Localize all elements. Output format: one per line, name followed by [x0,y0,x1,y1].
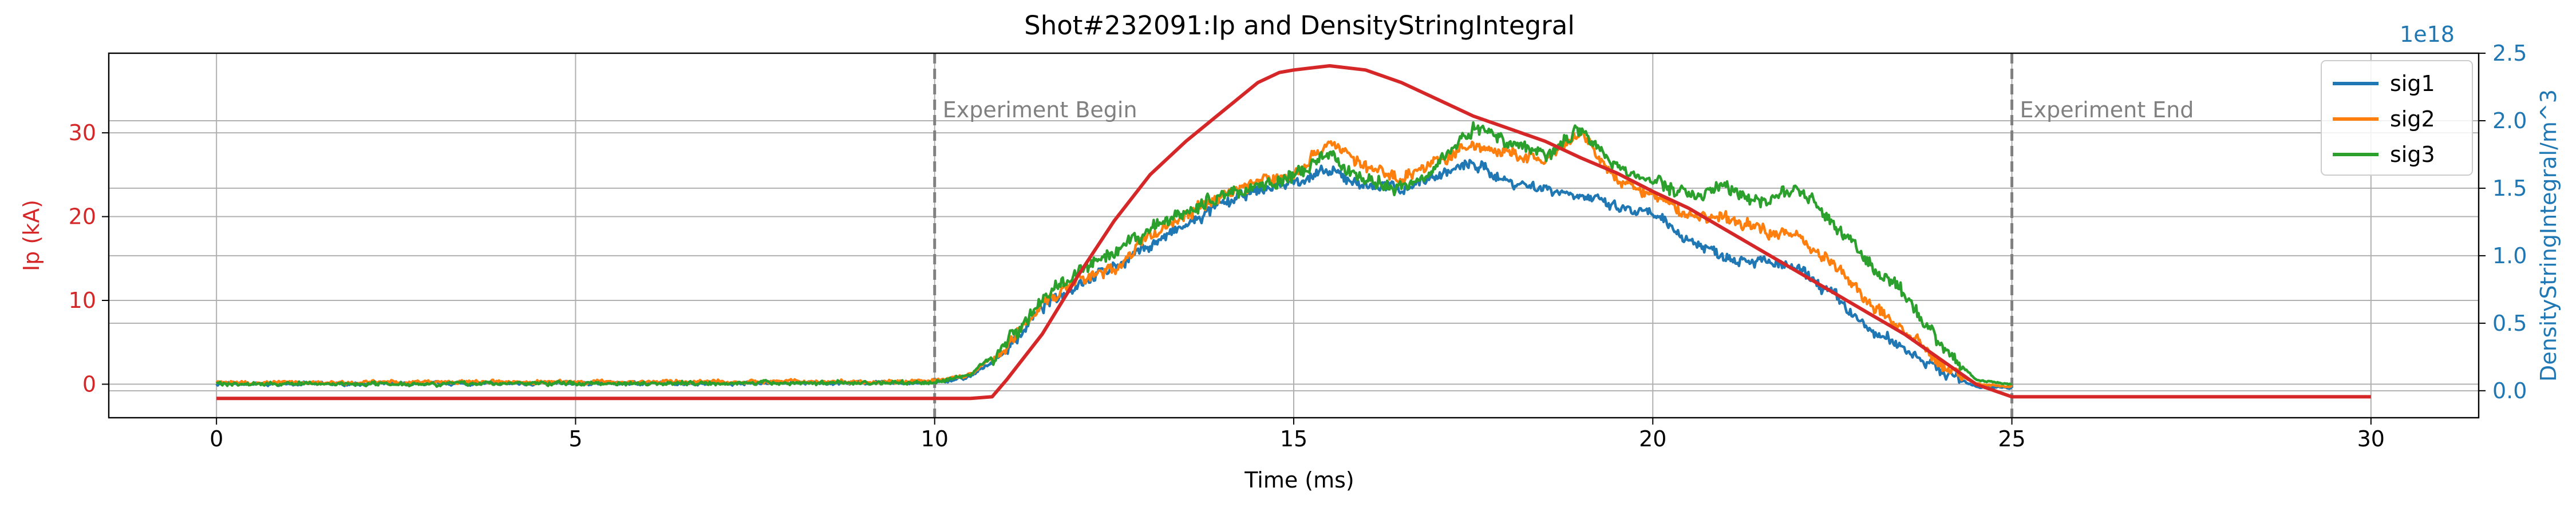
x-tick-label: 5 [568,426,582,451]
y-right-tick-label: 1.5 [2492,176,2527,201]
y-left-tick-label: 0 [82,371,96,397]
y-right-tick-label: 0.0 [2492,378,2527,403]
y-right-axis-label: DensityStringIntegral/m^3 [2536,89,2561,382]
x-tick-label: 0 [210,426,223,451]
x-axis-ticks: 0 5 10 15 20 25 30 [210,418,2385,451]
ip-series-line [216,64,2371,401]
legend-label: sig2 [2390,106,2435,132]
y-left-axis-ticks: 0 10 20 30 [69,120,109,397]
x-tick-label: 20 [1639,426,1666,451]
chart-title: Shot#232091:Ip and DensityStringIntegral [1024,10,1575,41]
x-tick-label: 30 [2357,426,2385,451]
x-tick-label: 10 [921,426,949,451]
x-tick-label: 25 [1998,426,2025,451]
event-markers [933,53,2014,418]
legend-label: sig3 [2390,142,2435,167]
x-tick-label: 15 [1280,426,1307,451]
legend-label: sig1 [2390,71,2435,96]
y-right-tick-label: 2.5 [2492,41,2527,66]
legend: sig1 sig2 sig3 [2321,60,2473,176]
y-right-axis-ticks: 0.0 0.5 1.0 1.5 2.0 2.5 [2479,41,2527,403]
y-left-tick-label: 10 [69,288,96,313]
y-right-axis-offset-label: 1e18 [2400,22,2455,47]
legend-box [2321,60,2473,176]
annotation-label: Experiment End [2020,97,2194,122]
y-right-tick-label: 0.5 [2492,311,2527,336]
y-right-tick-label: 2.0 [2492,108,2527,133]
y-left-axis-label: Ip (kA) [19,200,44,271]
y-right-tick-label: 1.0 [2492,243,2527,268]
series-line-sig3 [215,121,2012,388]
annotation-label: Experiment Begin [943,97,1137,122]
x-axis-label: Time (ms) [1244,468,1354,493]
annotations: Experiment Begin Experiment End [943,97,2194,122]
y-left-tick-label: 30 [69,120,96,145]
series-layer [215,64,2371,401]
y-left-tick-label: 20 [69,204,96,229]
